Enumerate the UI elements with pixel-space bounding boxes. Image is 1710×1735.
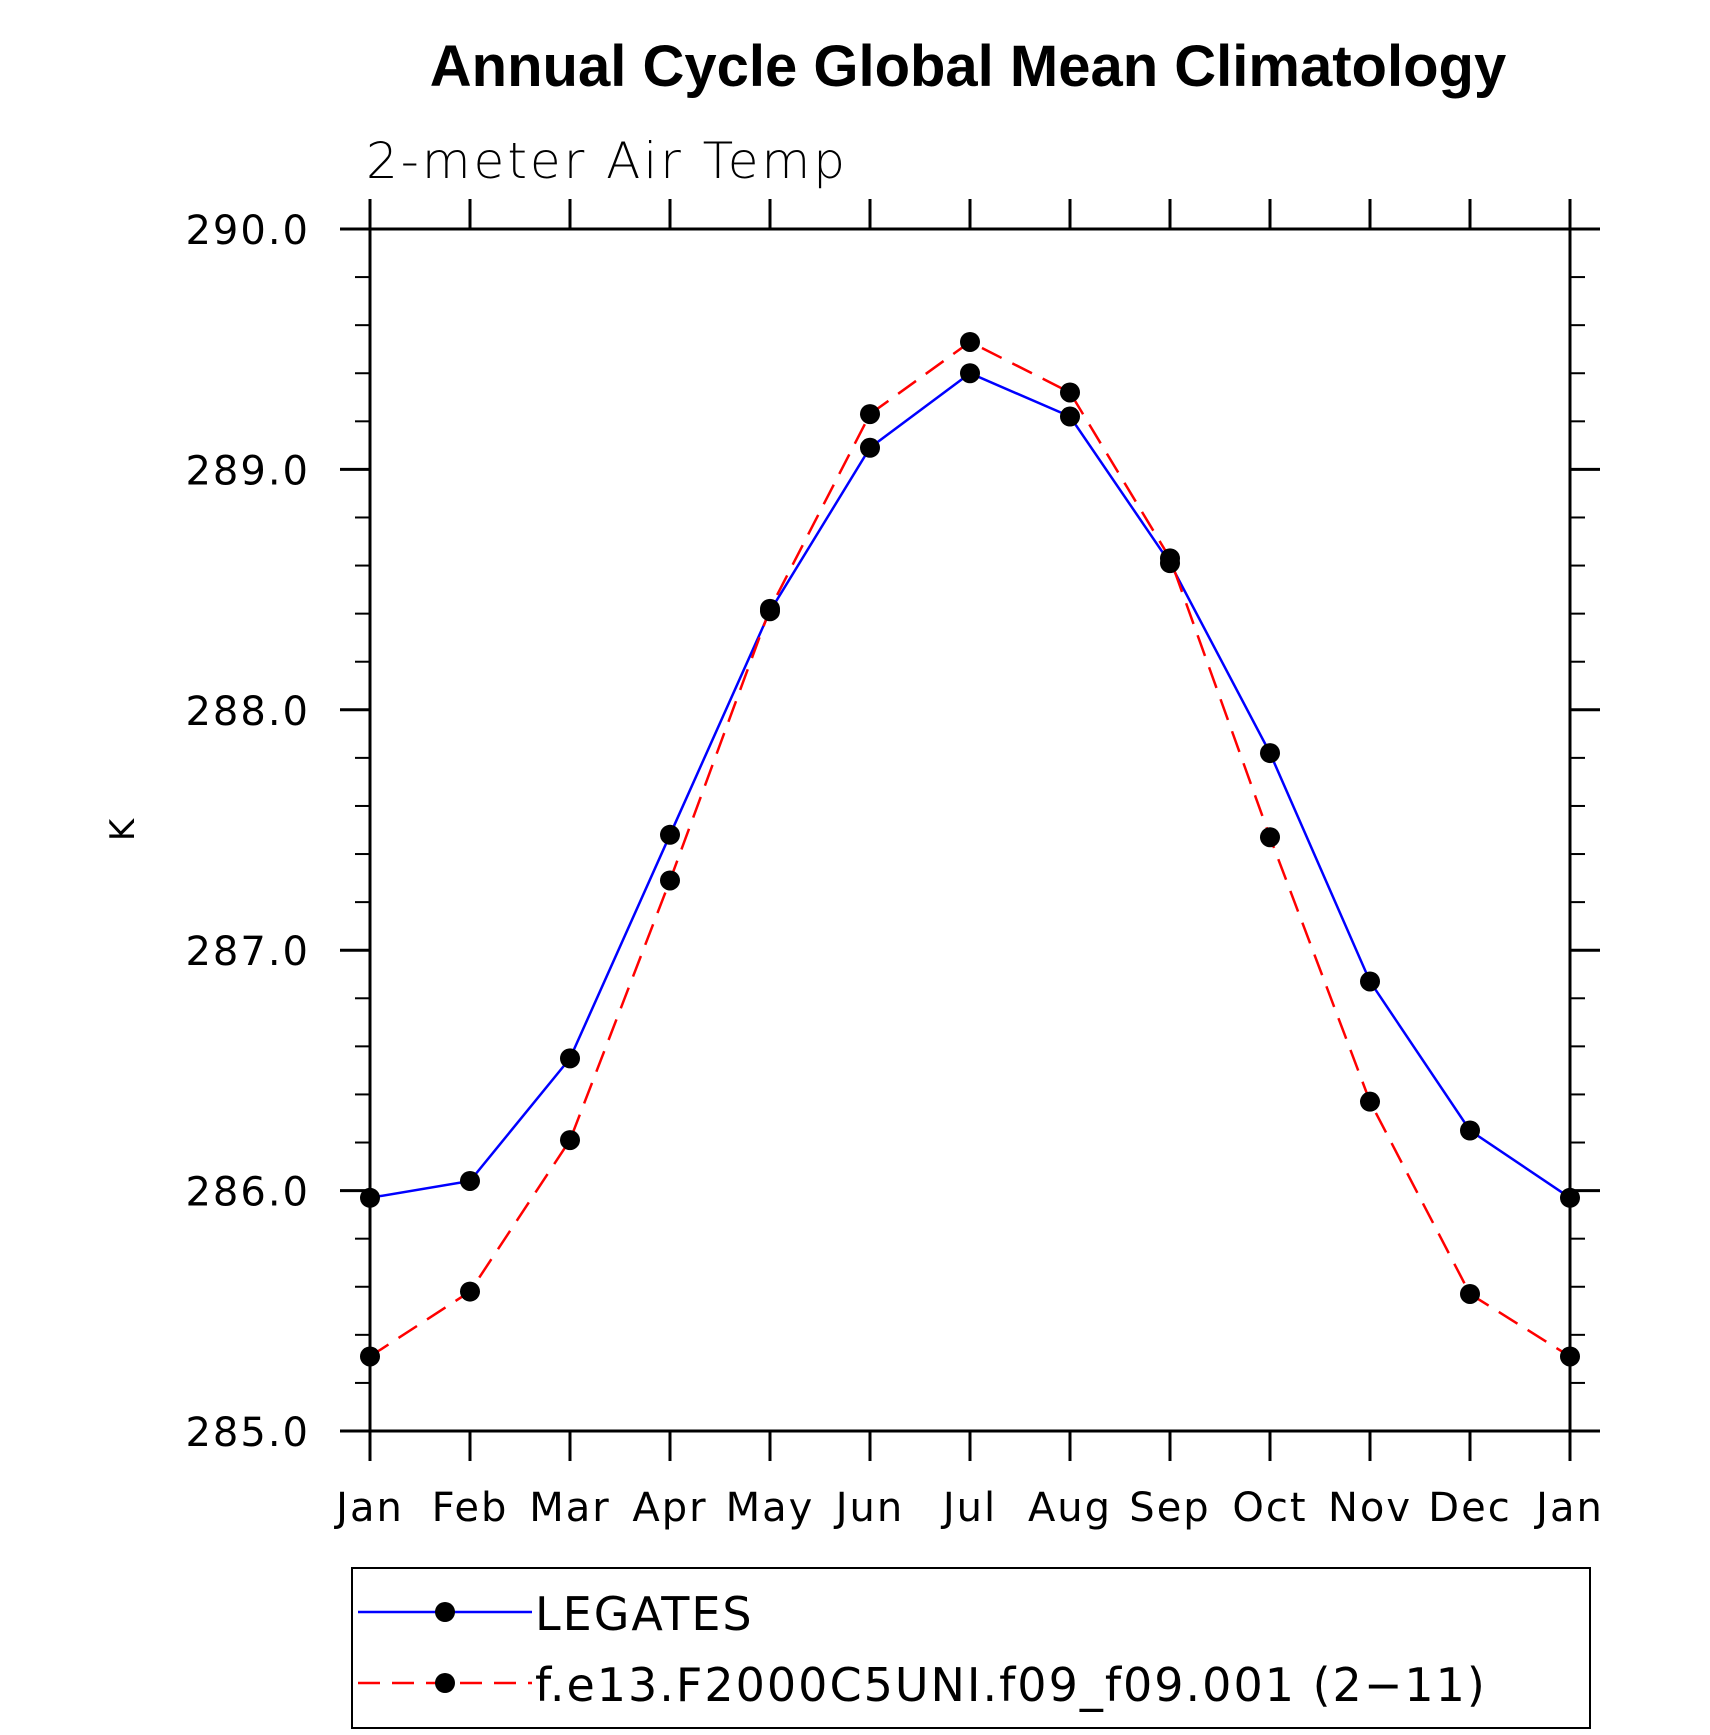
series-1-point (460, 1281, 480, 1302)
series-0-point (1360, 971, 1380, 992)
series-1-point (1160, 548, 1180, 569)
series-1-point (1060, 382, 1080, 403)
series-0-point (560, 1048, 580, 1069)
chart-title: Annual Cycle Global Mean Climatology (430, 34, 1506, 99)
x-tick-label: Jan (333, 1485, 404, 1531)
x-tick-label: Apr (632, 1485, 707, 1531)
x-tick-label: Jun (833, 1485, 905, 1531)
legend-marker-legates (435, 1602, 455, 1622)
x-tick-label: Sep (1129, 1485, 1210, 1531)
x-tick-label: Dec (1428, 1485, 1511, 1531)
x-tick-label: Jan (1533, 1485, 1604, 1531)
series-0-point (1060, 406, 1080, 427)
y-tick-label: 289.0 (185, 448, 310, 494)
series-1-point (560, 1130, 580, 1151)
series-1-point (760, 598, 780, 619)
plot-frame (368, 227, 1572, 1433)
series-1-point (1360, 1091, 1380, 1112)
x-tick-label: Oct (1232, 1485, 1307, 1531)
x-tick-label: Mar (529, 1485, 610, 1531)
y-axis-label: K (103, 817, 143, 841)
series-0-point (460, 1170, 480, 1191)
series-0-point (960, 363, 980, 384)
series-line-0 (369, 371, 1571, 1200)
chart-subtitle: 2-meter Air Temp (366, 132, 848, 190)
x-tick-labels: Jan Feb Mar Apr May Jun Jul Aug Sep Oct Nov Dec Jan (333, 1485, 1604, 1531)
series-markers (360, 331, 1580, 1367)
y-tick-label: 290.0 (185, 208, 310, 254)
legend-box (351, 1567, 1591, 1729)
y-tick-labels: 285.0 286.0 287.0 288.0 289.0 290.0 (185, 208, 310, 1456)
series-1-point (1260, 827, 1280, 848)
y-tick-label: 286.0 (185, 1170, 310, 1216)
x-tick-label: Aug (1028, 1485, 1112, 1531)
y-tick-label: 287.0 (185, 929, 310, 975)
series-1-point (960, 331, 980, 352)
series-lines (369, 340, 1571, 1358)
series-1-point (660, 870, 680, 891)
x-tick-label: Jul (940, 1485, 997, 1531)
series-1-point (860, 404, 880, 425)
legend-label-model: f.e13.F2000C5UNI.f09_f09.001 (2−11) (535, 1658, 1487, 1712)
legend: LEGATES f.e13.F2000C5UNI.f09_f09.001 (2−… (351, 1567, 1591, 1729)
series-0-point (860, 437, 880, 458)
legend-marker-model (435, 1673, 455, 1693)
x-tick-label: Nov (1328, 1485, 1412, 1531)
y-tick-label: 288.0 (185, 689, 310, 735)
series-0-point (1460, 1120, 1480, 1141)
axis-ticks (340, 199, 1600, 1461)
x-tick-label: Feb (432, 1485, 509, 1531)
series-0-point (1260, 743, 1280, 764)
legend-label-legates: LEGATES (535, 1587, 754, 1641)
series-0-point (660, 824, 680, 845)
x-tick-label: May (726, 1485, 815, 1531)
series-1-point (1460, 1283, 1480, 1304)
y-tick-label: 285.0 (185, 1410, 310, 1456)
series-line-1 (369, 340, 1571, 1358)
